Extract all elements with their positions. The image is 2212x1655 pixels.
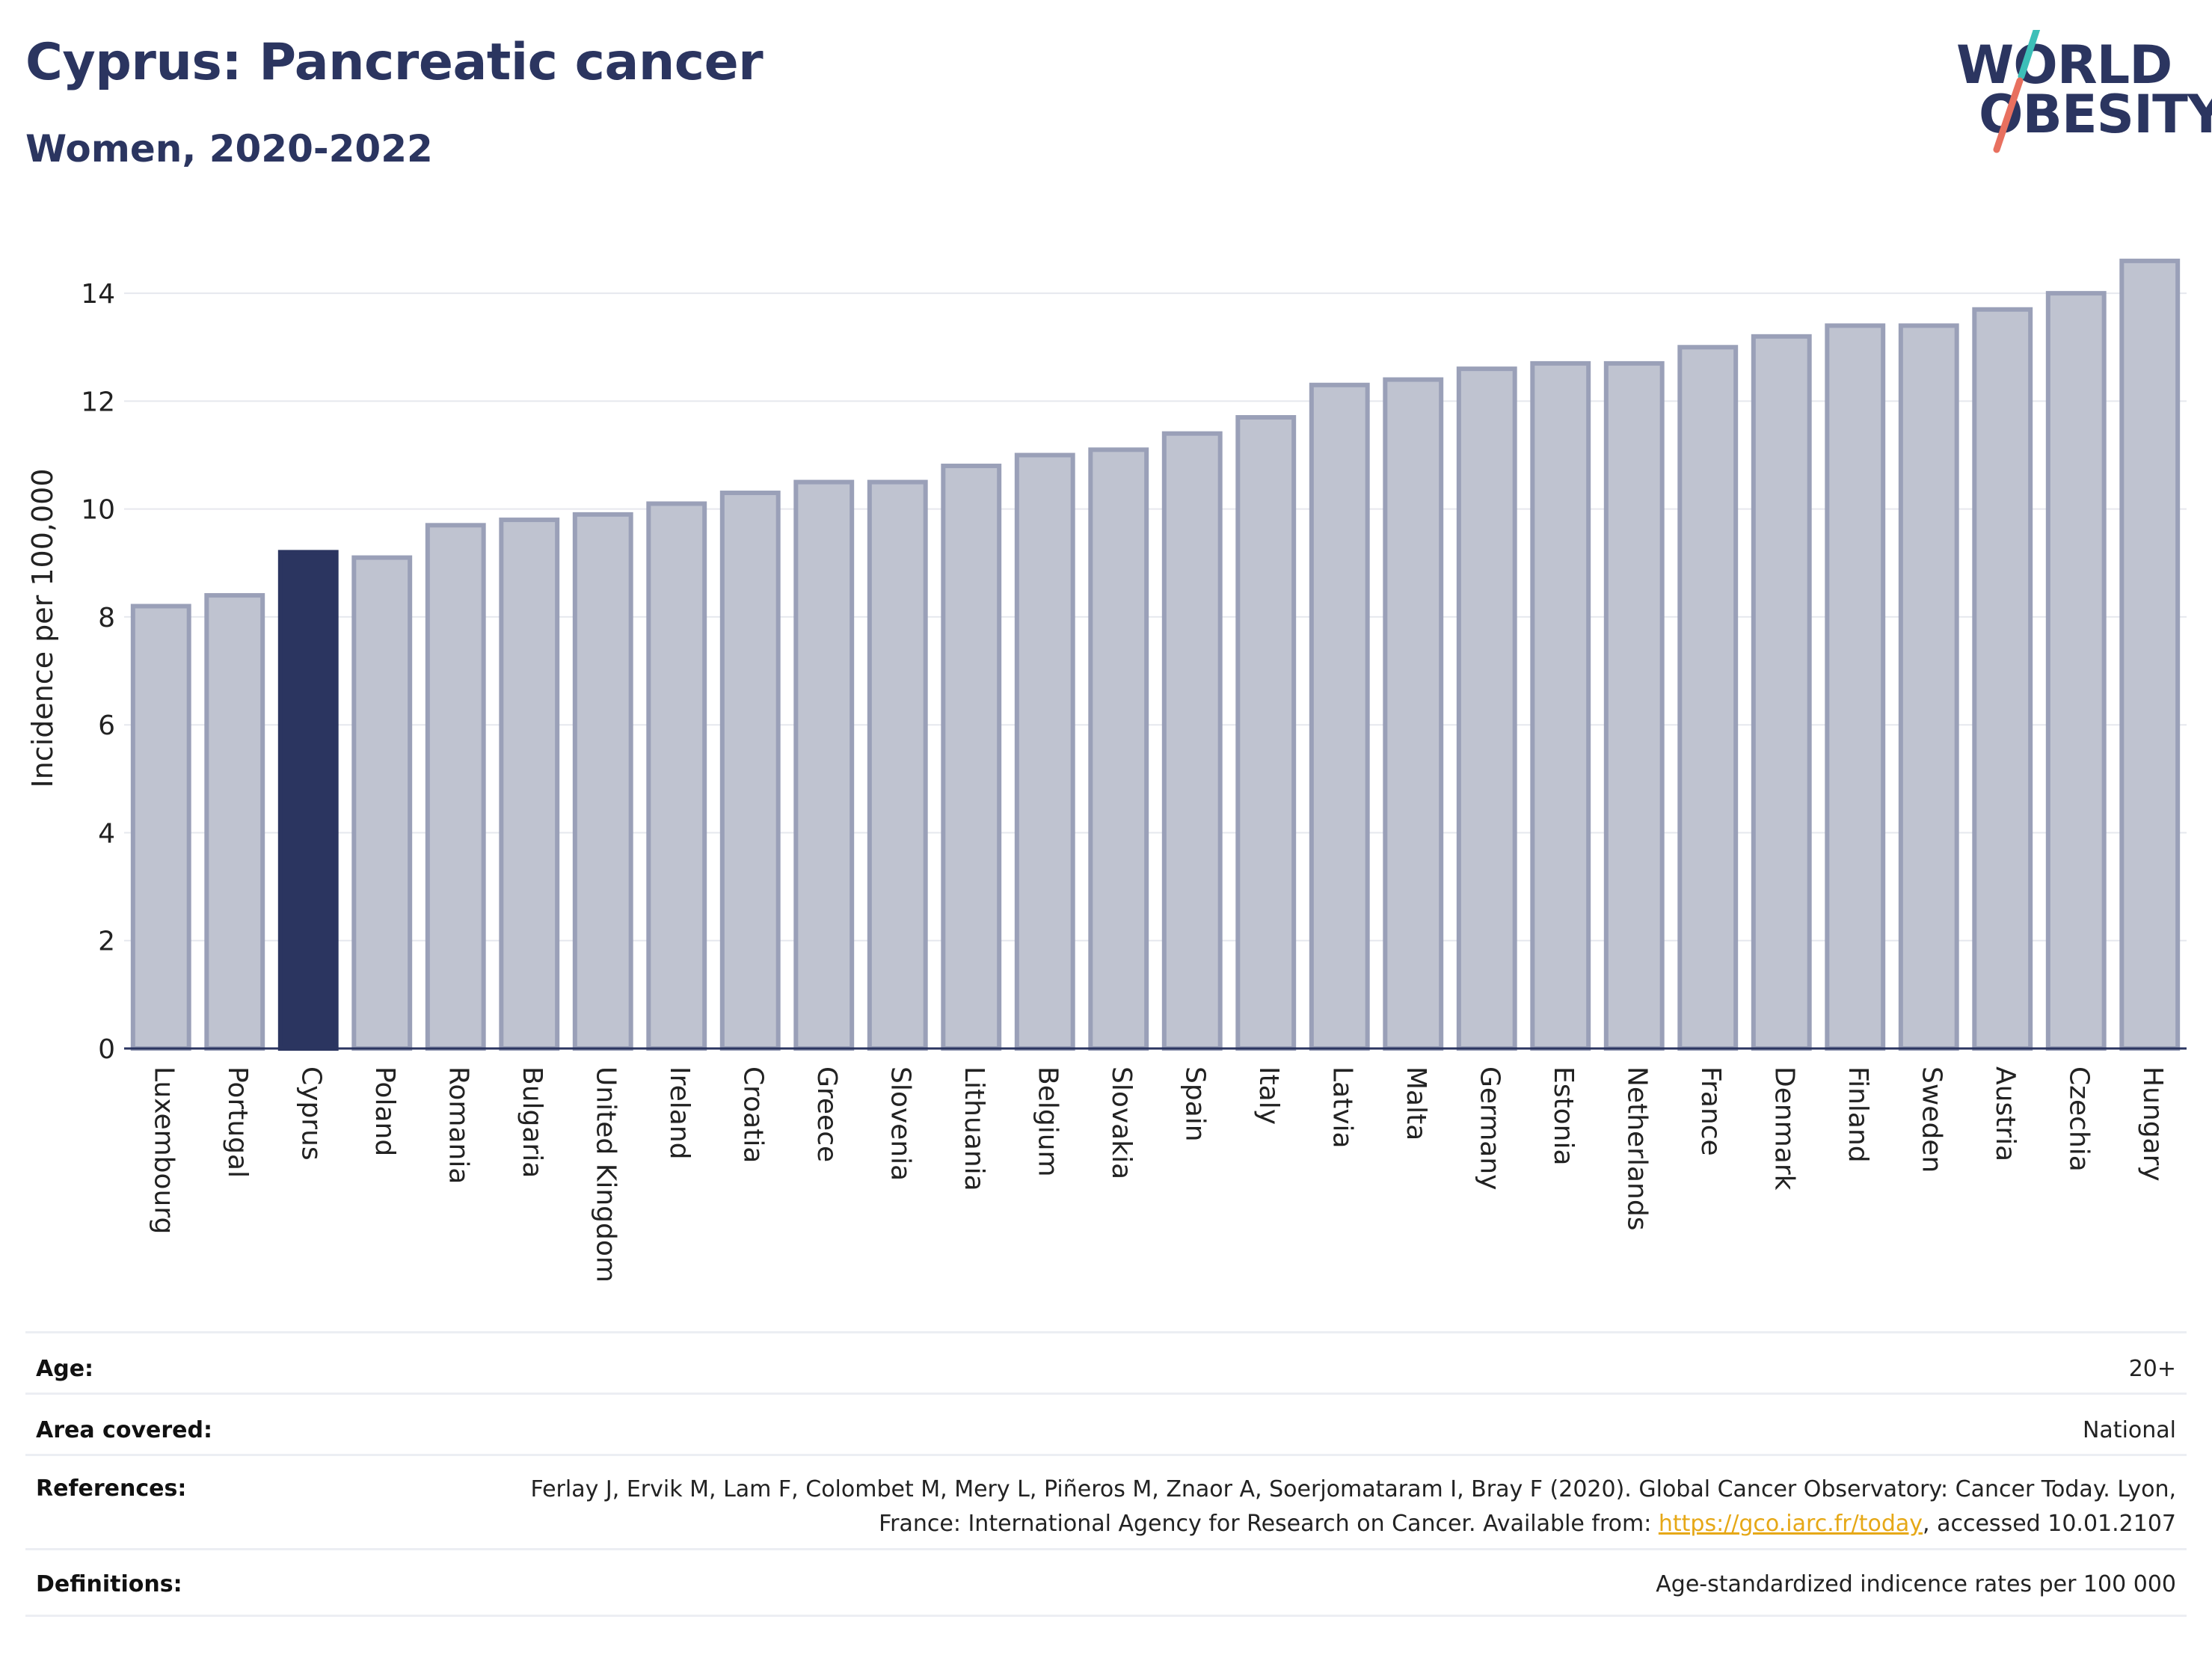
bar-sweden	[1898, 323, 1959, 1051]
bar-malta	[1383, 377, 1444, 1051]
x-tick-label: Italy	[1253, 1066, 1284, 1125]
x-tick-label: Sweden	[1916, 1066, 1947, 1173]
y-tick-label: 4	[98, 818, 115, 849]
bar-greece	[793, 479, 855, 1051]
meta-row-age: Age: 20+	[25, 1331, 2187, 1395]
x-tick-label: Cyprus	[295, 1066, 326, 1161]
age-value: 20+	[2128, 1356, 2176, 1382]
bar-chart: 0 2 4 6 8 10 12 14 Luxembourg Portugal Cyprus Polan…	[26, 258, 2187, 1283]
bar-ireland	[646, 501, 707, 1051]
x-tick-label: Croatia	[737, 1066, 768, 1163]
y-tick-label: 14	[81, 279, 115, 310]
bar-netherlands	[1603, 360, 1665, 1051]
x-tick-label: Finland	[1843, 1066, 1873, 1163]
bar-slovenia	[867, 479, 928, 1051]
bar-finland	[1825, 323, 1886, 1051]
world-obesity-logo: WORLD OBESITY	[1944, 30, 2212, 157]
y-tick-label: 8	[98, 603, 115, 633]
x-tick-label: Bulgaria	[517, 1066, 547, 1178]
x-tick-label: Romania	[443, 1066, 473, 1184]
area-label: Area covered:	[36, 1417, 212, 1443]
bar-poland	[351, 555, 413, 1051]
x-tick-label: Luxembourg	[148, 1066, 179, 1234]
x-tick-label: Hungary	[2137, 1066, 2168, 1182]
meta-row-area: Area covered: National	[25, 1393, 2187, 1456]
y-axis-label: Incidence per 100,000	[26, 468, 59, 787]
bar-czechia	[2045, 291, 2107, 1051]
chart-title: Cyprus: Pancreatic cancer	[25, 33, 764, 92]
x-tick-label: Slovenia	[885, 1066, 915, 1181]
bar-italy	[1235, 415, 1297, 1051]
y-tick-label: 12	[81, 387, 115, 417]
x-tick-label: Netherlands	[1621, 1066, 1652, 1230]
x-tick-label: Austria	[1990, 1066, 2021, 1161]
bar-slovakia	[1088, 447, 1149, 1051]
x-tick-label: United Kingdom	[590, 1066, 621, 1283]
x-tick-label: Germany	[1474, 1066, 1505, 1190]
bar-united-kingdom	[572, 512, 633, 1051]
x-tick-label: Portugal	[222, 1066, 253, 1178]
x-tick-label: Slovakia	[1106, 1066, 1137, 1179]
x-tick-label: Malta	[1401, 1066, 1431, 1140]
bar-germany	[1456, 366, 1517, 1051]
bars	[130, 258, 2181, 1051]
x-tick-label: Latvia	[1327, 1066, 1357, 1149]
x-tick-label: Ireland	[664, 1066, 695, 1160]
bar-hungary	[2119, 258, 2181, 1051]
definitions-label: Definitions:	[36, 1571, 182, 1597]
bar-croatia	[719, 491, 781, 1051]
references-link[interactable]: https://gco.iarc.fr/today	[1658, 1511, 1923, 1537]
bar-lithuania	[941, 463, 1002, 1051]
bar-austria	[1972, 307, 2033, 1051]
meta-row-references: References: Ferlay J, Ervik M, Lam F, Co…	[25, 1454, 2187, 1550]
x-tick-label: Greece	[811, 1066, 842, 1162]
bar-estonia	[1530, 360, 1591, 1051]
bar-france	[1677, 345, 1739, 1051]
x-tick-label: Czechia	[2063, 1066, 2094, 1172]
chart-subtitle: Women, 2020-2022	[25, 127, 433, 171]
bar-portugal	[204, 593, 265, 1051]
references-value: Ferlay J, Ervik M, Lam F, Colombet M, Me…	[456, 1473, 2176, 1541]
bar-denmark	[1751, 334, 1812, 1051]
bar-bulgaria	[499, 518, 560, 1051]
definitions-value: Age-standardized indicence rates per 100…	[1656, 1571, 2176, 1597]
age-label: Age:	[36, 1356, 94, 1382]
meta-row-definitions: Definitions: Age-standardized indicence …	[25, 1548, 2187, 1617]
y-tick-label: 0	[98, 1034, 115, 1065]
bar-latvia	[1309, 382, 1370, 1051]
y-tick-label: 2	[98, 927, 115, 957]
bar-luxembourg	[130, 604, 191, 1051]
bar-spain	[1161, 431, 1223, 1051]
references-label: References:	[36, 1476, 187, 1502]
x-tick-label: Lithuania	[959, 1066, 989, 1191]
y-tick-label: 6	[98, 710, 115, 741]
x-tick-label: Spain	[1179, 1066, 1210, 1142]
logo-slash-icon	[1993, 30, 2041, 153]
bar-cyprus	[277, 550, 339, 1051]
x-tick-label: Denmark	[1769, 1066, 1799, 1191]
x-tick-label: Estonia	[1548, 1066, 1579, 1166]
x-tick-label: Poland	[369, 1066, 400, 1156]
y-tick-label: 10	[81, 495, 115, 526]
references-text: Ferlay J, Ervik M, Lam F, Colombet M, Me…	[530, 1476, 2176, 1537]
tick-labels: 0 2 4 6 8 10 12 14 Luxembourg Portugal Cyprus Polan…	[81, 279, 2168, 1283]
x-tick-label: Belgium	[1032, 1066, 1063, 1177]
references-suffix: , accessed 10.01.2107	[1923, 1511, 2176, 1537]
bar-romania	[425, 523, 486, 1051]
area-value: National	[2082, 1417, 2176, 1443]
bar-belgium	[1014, 452, 1075, 1051]
logo-line-1: WORLD	[1956, 34, 2172, 96]
x-tick-label: France	[1695, 1066, 1726, 1156]
